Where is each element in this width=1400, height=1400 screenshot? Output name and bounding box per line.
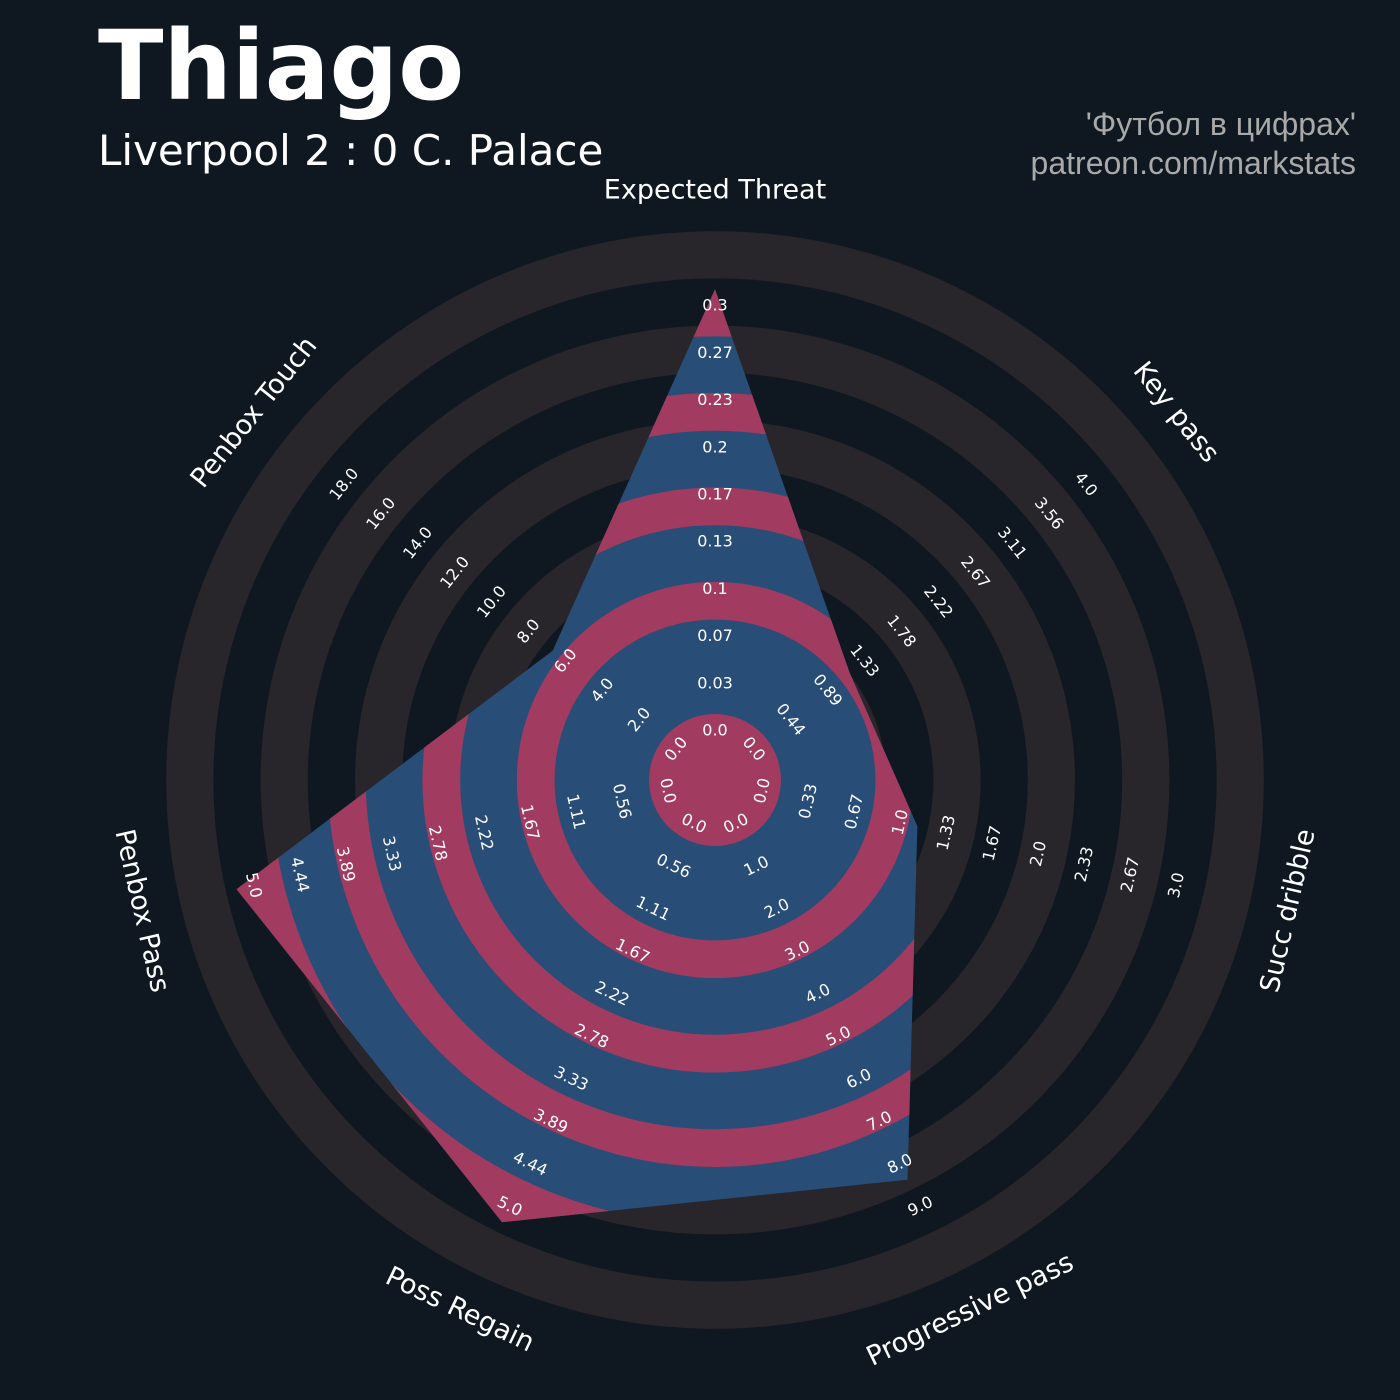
radar-shape	[236, 289, 918, 1223]
tick-label: 0.03	[697, 673, 733, 692]
tick-label: 0.07	[697, 626, 733, 645]
radar-shape-band	[516, 581, 914, 979]
param-label: Penbox Pass	[108, 826, 175, 995]
tick-label: 0.17	[697, 485, 733, 504]
tick-label: 0.23	[697, 390, 733, 409]
radar-shape-band	[422, 487, 918, 1073]
tick-label: 0.13	[697, 532, 733, 551]
radar-hub	[649, 714, 781, 846]
tick-label: 0.1	[702, 579, 727, 598]
match-subtitle: Liverpool 2 : 0 C. Palace	[98, 126, 604, 175]
tick-label: 0.3	[702, 296, 727, 315]
credit-line-2: patreon.com/markstats	[1030, 145, 1356, 181]
player-title: Thiago	[98, 10, 465, 122]
param-label: Expected Threat	[604, 175, 826, 206]
credit-line-1: 'Футбол в цифрах'	[1085, 106, 1356, 142]
tick-label: 0.27	[697, 343, 733, 362]
tick-label: 0.0	[702, 721, 727, 740]
tick-label: 0.2	[702, 437, 727, 456]
param-label: Succ dribble	[1254, 826, 1321, 995]
